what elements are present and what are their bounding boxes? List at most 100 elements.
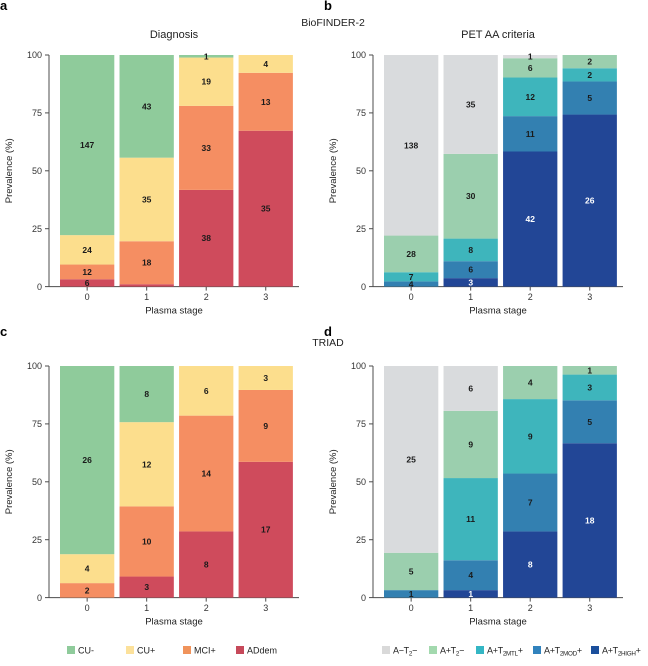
svg-text:1: 1 bbox=[528, 52, 533, 62]
svg-text:0: 0 bbox=[361, 282, 366, 292]
svg-text:12: 12 bbox=[82, 267, 92, 277]
svg-text:3: 3 bbox=[263, 373, 268, 383]
svg-text:6: 6 bbox=[528, 63, 533, 73]
svg-text:10: 10 bbox=[142, 536, 152, 546]
svg-text:75: 75 bbox=[356, 419, 366, 429]
svg-text:Plasma stage: Plasma stage bbox=[469, 306, 527, 317]
svg-text:50: 50 bbox=[356, 166, 366, 176]
svg-text:0: 0 bbox=[409, 292, 414, 302]
svg-text:2: 2 bbox=[528, 292, 533, 302]
svg-text:4: 4 bbox=[528, 378, 533, 388]
svg-text:11: 11 bbox=[526, 129, 535, 139]
svg-text:7: 7 bbox=[409, 272, 414, 282]
svg-text:8: 8 bbox=[144, 389, 149, 399]
svg-text:b: b bbox=[324, 0, 332, 13]
svg-text:33: 33 bbox=[201, 143, 211, 153]
svg-text:Diagnosis: Diagnosis bbox=[150, 29, 199, 41]
svg-text:35: 35 bbox=[261, 204, 271, 214]
svg-text:42: 42 bbox=[525, 214, 535, 224]
svg-text:MCI+: MCI+ bbox=[194, 646, 216, 656]
svg-text:Prevalence (%): Prevalence (%) bbox=[4, 449, 15, 514]
svg-text:100: 100 bbox=[351, 50, 366, 60]
svg-text:3: 3 bbox=[587, 292, 592, 302]
svg-text:19: 19 bbox=[201, 77, 211, 87]
svg-text:4: 4 bbox=[468, 570, 473, 580]
svg-text:CU-: CU- bbox=[78, 646, 94, 656]
svg-text:2: 2 bbox=[528, 603, 533, 613]
svg-text:26: 26 bbox=[585, 196, 595, 206]
svg-text:7: 7 bbox=[528, 497, 533, 507]
svg-text:3: 3 bbox=[587, 382, 592, 392]
svg-text:Prevalence (%): Prevalence (%) bbox=[328, 449, 339, 514]
svg-text:ADdem: ADdem bbox=[247, 646, 277, 656]
svg-text:0: 0 bbox=[361, 593, 366, 603]
svg-text:5: 5 bbox=[587, 93, 592, 103]
svg-text:d: d bbox=[324, 324, 332, 339]
svg-text:2: 2 bbox=[85, 585, 90, 595]
svg-text:a: a bbox=[0, 0, 8, 13]
svg-text:Plasma stage: Plasma stage bbox=[469, 617, 527, 628]
svg-text:2: 2 bbox=[204, 603, 209, 613]
svg-text:50: 50 bbox=[32, 477, 42, 487]
svg-text:4: 4 bbox=[263, 59, 268, 69]
svg-text:14: 14 bbox=[201, 469, 211, 479]
svg-text:1: 1 bbox=[468, 292, 473, 302]
svg-text:12: 12 bbox=[142, 459, 152, 469]
svg-text:25: 25 bbox=[356, 224, 366, 234]
svg-text:8: 8 bbox=[468, 245, 473, 255]
svg-text:6: 6 bbox=[468, 383, 473, 393]
svg-text:6: 6 bbox=[468, 265, 473, 275]
svg-text:2: 2 bbox=[587, 57, 592, 67]
svg-text:75: 75 bbox=[32, 419, 42, 429]
svg-text:3: 3 bbox=[587, 603, 592, 613]
svg-text:26: 26 bbox=[82, 455, 92, 465]
svg-text:12: 12 bbox=[525, 92, 535, 102]
svg-text:100: 100 bbox=[27, 50, 42, 60]
svg-text:1: 1 bbox=[468, 589, 473, 599]
svg-text:75: 75 bbox=[356, 108, 366, 118]
svg-text:25: 25 bbox=[356, 535, 366, 545]
svg-text:PET AA criteria: PET AA criteria bbox=[461, 29, 536, 41]
svg-text:75: 75 bbox=[32, 108, 42, 118]
svg-text:18: 18 bbox=[142, 258, 152, 268]
svg-text:17: 17 bbox=[261, 525, 271, 535]
svg-text:50: 50 bbox=[356, 477, 366, 487]
svg-text:25: 25 bbox=[32, 535, 42, 545]
svg-text:6: 6 bbox=[85, 278, 90, 288]
svg-text:13: 13 bbox=[261, 97, 271, 107]
svg-text:9: 9 bbox=[528, 431, 533, 441]
svg-text:24: 24 bbox=[82, 245, 92, 255]
svg-text:18: 18 bbox=[585, 515, 595, 525]
svg-text:Prevalence (%): Prevalence (%) bbox=[328, 138, 339, 203]
svg-text:8: 8 bbox=[528, 560, 533, 570]
svg-text:3: 3 bbox=[263, 292, 268, 302]
svg-text:BioFINDER-2: BioFINDER-2 bbox=[301, 17, 365, 29]
svg-text:0: 0 bbox=[409, 603, 414, 613]
svg-text:9: 9 bbox=[468, 439, 473, 449]
svg-text:30: 30 bbox=[466, 191, 476, 201]
svg-text:50: 50 bbox=[32, 166, 42, 176]
svg-text:1: 1 bbox=[144, 603, 149, 613]
svg-text:100: 100 bbox=[351, 361, 366, 371]
svg-text:2: 2 bbox=[204, 292, 209, 302]
svg-text:1: 1 bbox=[409, 589, 414, 599]
svg-text:35: 35 bbox=[466, 99, 476, 109]
svg-text:35: 35 bbox=[142, 194, 152, 204]
svg-text:1: 1 bbox=[204, 51, 209, 61]
svg-text:4: 4 bbox=[85, 564, 90, 574]
svg-text:38: 38 bbox=[201, 233, 211, 243]
svg-text:9: 9 bbox=[263, 421, 268, 431]
svg-text:6: 6 bbox=[204, 386, 209, 396]
svg-text:5: 5 bbox=[409, 566, 414, 576]
svg-text:3: 3 bbox=[263, 603, 268, 613]
svg-text:1: 1 bbox=[144, 292, 149, 302]
svg-text:5: 5 bbox=[587, 417, 592, 427]
svg-text:28: 28 bbox=[406, 249, 416, 259]
svg-text:0: 0 bbox=[85, 603, 90, 613]
svg-text:1: 1 bbox=[587, 365, 592, 375]
svg-text:1: 1 bbox=[468, 603, 473, 613]
svg-text:11: 11 bbox=[466, 514, 475, 524]
svg-text:3: 3 bbox=[144, 582, 149, 592]
svg-text:0: 0 bbox=[37, 282, 42, 292]
svg-text:CU+: CU+ bbox=[137, 646, 155, 656]
